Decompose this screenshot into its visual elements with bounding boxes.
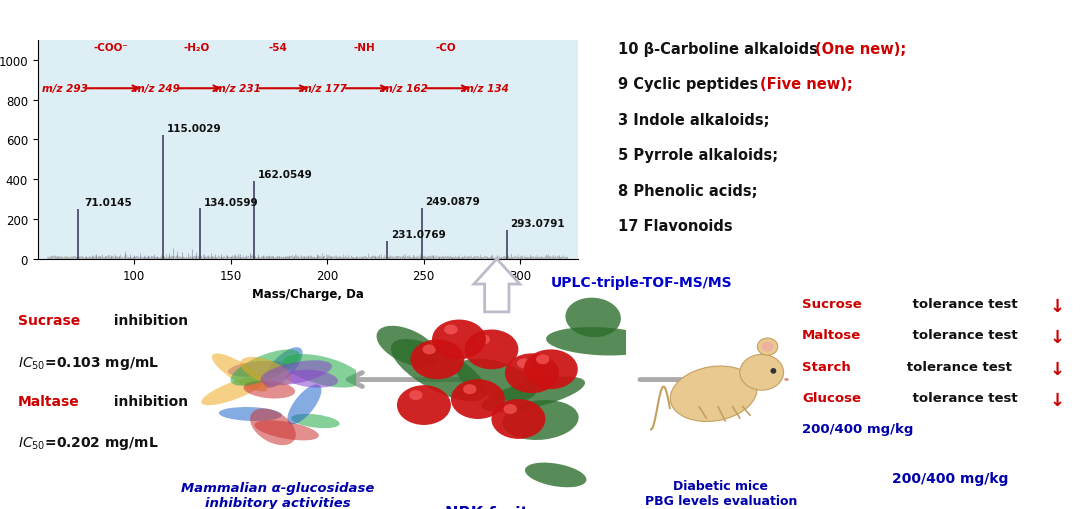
Ellipse shape	[784, 378, 788, 381]
Text: m/z 177: m/z 177	[301, 84, 347, 94]
Circle shape	[432, 320, 486, 359]
Circle shape	[444, 325, 458, 335]
Ellipse shape	[481, 377, 585, 412]
Ellipse shape	[212, 354, 268, 392]
Text: ↓: ↓	[1050, 297, 1065, 315]
Text: Maltase: Maltase	[18, 394, 80, 408]
Ellipse shape	[243, 381, 295, 399]
Text: m/z 249: m/z 249	[134, 84, 179, 94]
Text: 200/400 mg/kg: 200/400 mg/kg	[802, 422, 914, 435]
Text: tolerance test: tolerance test	[908, 391, 1017, 404]
Circle shape	[524, 350, 578, 389]
Text: 9 Cyclic peptides: 9 Cyclic peptides	[618, 77, 764, 92]
Text: m/z 293: m/z 293	[42, 84, 87, 94]
X-axis label: Mass/Charge, Da: Mass/Charge, Da	[252, 288, 364, 301]
Circle shape	[517, 359, 530, 369]
Circle shape	[451, 379, 505, 419]
Text: inhibition: inhibition	[109, 394, 189, 408]
Text: m/z 162: m/z 162	[382, 84, 428, 94]
Ellipse shape	[457, 359, 537, 402]
Text: m/z 134: m/z 134	[463, 84, 509, 94]
Text: 162.0549: 162.0549	[258, 170, 312, 180]
Text: (One new);: (One new);	[815, 42, 906, 57]
Ellipse shape	[251, 409, 296, 445]
Text: Mammalian α-glucosidase
inhibitory activities: Mammalian α-glucosidase inhibitory activ…	[181, 482, 375, 509]
Text: m/z 231: m/z 231	[215, 84, 260, 94]
FancyArrow shape	[474, 259, 519, 312]
Circle shape	[410, 340, 464, 379]
Text: ↓: ↓	[1050, 391, 1065, 409]
Ellipse shape	[255, 420, 319, 440]
Text: Maltose: Maltose	[802, 329, 862, 342]
Circle shape	[491, 399, 545, 439]
Text: 5 Pyrrole alkaloids;: 5 Pyrrole alkaloids;	[618, 148, 778, 163]
Circle shape	[464, 330, 518, 370]
Text: Sucrose: Sucrose	[802, 297, 862, 310]
Ellipse shape	[264, 348, 302, 388]
Ellipse shape	[377, 326, 438, 367]
Ellipse shape	[761, 342, 773, 352]
Ellipse shape	[757, 338, 778, 355]
Ellipse shape	[228, 361, 287, 377]
Circle shape	[476, 335, 490, 345]
Text: 8 Phenolic acids;: 8 Phenolic acids;	[618, 184, 757, 199]
Ellipse shape	[201, 376, 267, 406]
Text: -CO: -CO	[435, 43, 456, 53]
Text: inhibition: inhibition	[109, 314, 189, 327]
Text: NRK fruits: NRK fruits	[445, 504, 538, 509]
Ellipse shape	[286, 370, 338, 388]
Ellipse shape	[740, 355, 784, 390]
Text: Sucrase: Sucrase	[18, 314, 80, 327]
Text: -COO⁻: -COO⁻	[93, 43, 129, 53]
Ellipse shape	[219, 407, 282, 421]
Text: 17 Flavonoids: 17 Flavonoids	[618, 219, 732, 234]
Circle shape	[422, 345, 436, 355]
Text: ↓: ↓	[1050, 360, 1065, 378]
Ellipse shape	[283, 354, 363, 388]
Text: tolerance test: tolerance test	[893, 360, 1012, 373]
Ellipse shape	[671, 366, 757, 421]
Text: 293.0791: 293.0791	[511, 219, 565, 229]
Ellipse shape	[260, 360, 332, 385]
Text: (Five new);: (Five new);	[760, 77, 853, 92]
Ellipse shape	[230, 350, 300, 386]
Circle shape	[397, 385, 451, 425]
Circle shape	[409, 390, 422, 400]
Text: 3 Indole alkaloids;: 3 Indole alkaloids;	[618, 112, 769, 128]
Text: 200/400 mg/kg: 200/400 mg/kg	[892, 471, 1009, 485]
Ellipse shape	[502, 400, 579, 440]
Ellipse shape	[525, 463, 586, 487]
Text: 134.0599: 134.0599	[204, 197, 258, 207]
Text: UPLC-triple-TOF-MS/MS: UPLC-triple-TOF-MS/MS	[551, 275, 732, 290]
Text: tolerance test: tolerance test	[908, 297, 1017, 310]
Text: 10 β-Carboline alkaloids: 10 β-Carboline alkaloids	[618, 42, 823, 57]
Ellipse shape	[391, 340, 487, 402]
Circle shape	[536, 355, 550, 364]
Ellipse shape	[240, 357, 293, 386]
Text: -NH: -NH	[353, 43, 376, 53]
Text: 71.0145: 71.0145	[84, 197, 132, 208]
Text: tolerance test: tolerance test	[908, 329, 1017, 342]
Text: 115.0029: 115.0029	[167, 124, 221, 134]
Text: 249.0879: 249.0879	[426, 197, 481, 207]
Text: Diabetic mice
PBG levels evaluation: Diabetic mice PBG levels evaluation	[645, 479, 797, 507]
Text: $IC_{50}$=0.202 mg/mL: $IC_{50}$=0.202 mg/mL	[18, 435, 159, 451]
Circle shape	[463, 384, 476, 394]
Text: -H₂O: -H₂O	[184, 43, 211, 53]
Text: ↓: ↓	[1050, 329, 1065, 347]
Ellipse shape	[546, 327, 656, 356]
Circle shape	[503, 404, 517, 414]
Text: $IC_{50}$=0.103 mg/mL: $IC_{50}$=0.103 mg/mL	[18, 354, 159, 371]
Text: -54: -54	[269, 43, 287, 53]
Ellipse shape	[566, 298, 621, 337]
Text: 231.0769: 231.0769	[391, 230, 446, 240]
Ellipse shape	[287, 385, 322, 425]
Text: Glucose: Glucose	[802, 391, 861, 404]
Text: Starch: Starch	[802, 360, 851, 373]
Ellipse shape	[292, 414, 339, 428]
Circle shape	[770, 369, 777, 374]
Circle shape	[505, 354, 559, 393]
